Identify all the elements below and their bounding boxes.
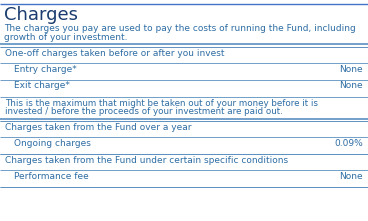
- Text: One-off charges taken before or after you invest: One-off charges taken before or after yo…: [5, 48, 224, 57]
- Text: Charges: Charges: [4, 6, 78, 24]
- Text: Ongoing charges: Ongoing charges: [14, 139, 91, 148]
- Text: Charges taken from the Fund under certain specific conditions: Charges taken from the Fund under certai…: [5, 156, 288, 165]
- Text: This is the maximum that might be taken out of your money before it is: This is the maximum that might be taken …: [5, 99, 318, 107]
- Text: The charges you pay are used to pay the costs of running the Fund, including: The charges you pay are used to pay the …: [4, 24, 356, 33]
- Text: 0.09%: 0.09%: [334, 139, 363, 148]
- Text: Entry charge*: Entry charge*: [14, 65, 77, 74]
- Text: Charges taken from the Fund over a year: Charges taken from the Fund over a year: [5, 123, 191, 132]
- Text: invested / before the proceeds of your investment are paid out.: invested / before the proceeds of your i…: [5, 107, 283, 116]
- Text: None: None: [339, 172, 363, 181]
- Text: None: None: [339, 82, 363, 91]
- Text: Exit charge*: Exit charge*: [14, 82, 70, 91]
- Text: None: None: [339, 65, 363, 74]
- Text: growth of your investment.: growth of your investment.: [4, 33, 127, 42]
- Text: Performance fee: Performance fee: [14, 172, 89, 181]
